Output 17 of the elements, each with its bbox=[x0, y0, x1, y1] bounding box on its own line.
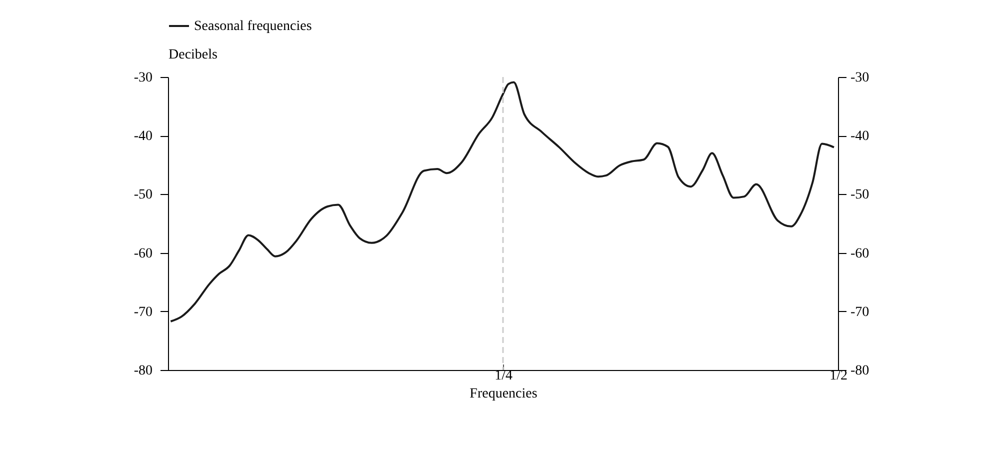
line-series bbox=[170, 81, 835, 322]
y-tick-label: -80 bbox=[134, 364, 152, 378]
y-tick-label: -70 bbox=[134, 304, 152, 320]
y-tick-label: -50 bbox=[134, 188, 152, 203]
y-tick-label: -30 bbox=[134, 70, 152, 86]
legend-label: Seasonal frequencies bbox=[194, 19, 312, 34]
y-axis-title: Decibels bbox=[168, 48, 218, 62]
y2-tick-label: -40 bbox=[850, 129, 870, 144]
x-tick-label: 1/4 bbox=[494, 368, 512, 384]
y2-tick-label: -70 bbox=[850, 304, 870, 320]
y2-tick-label: -60 bbox=[850, 246, 870, 262]
y-tick-label: -60 bbox=[134, 246, 152, 262]
y2-tick-label: -50 bbox=[850, 188, 870, 203]
y2-tick-label: -30 bbox=[850, 70, 870, 86]
y2-tick-label: -80 bbox=[850, 364, 870, 378]
y-tick-label: -40 bbox=[134, 129, 152, 144]
x-axis-title: Frequencies bbox=[470, 386, 538, 402]
